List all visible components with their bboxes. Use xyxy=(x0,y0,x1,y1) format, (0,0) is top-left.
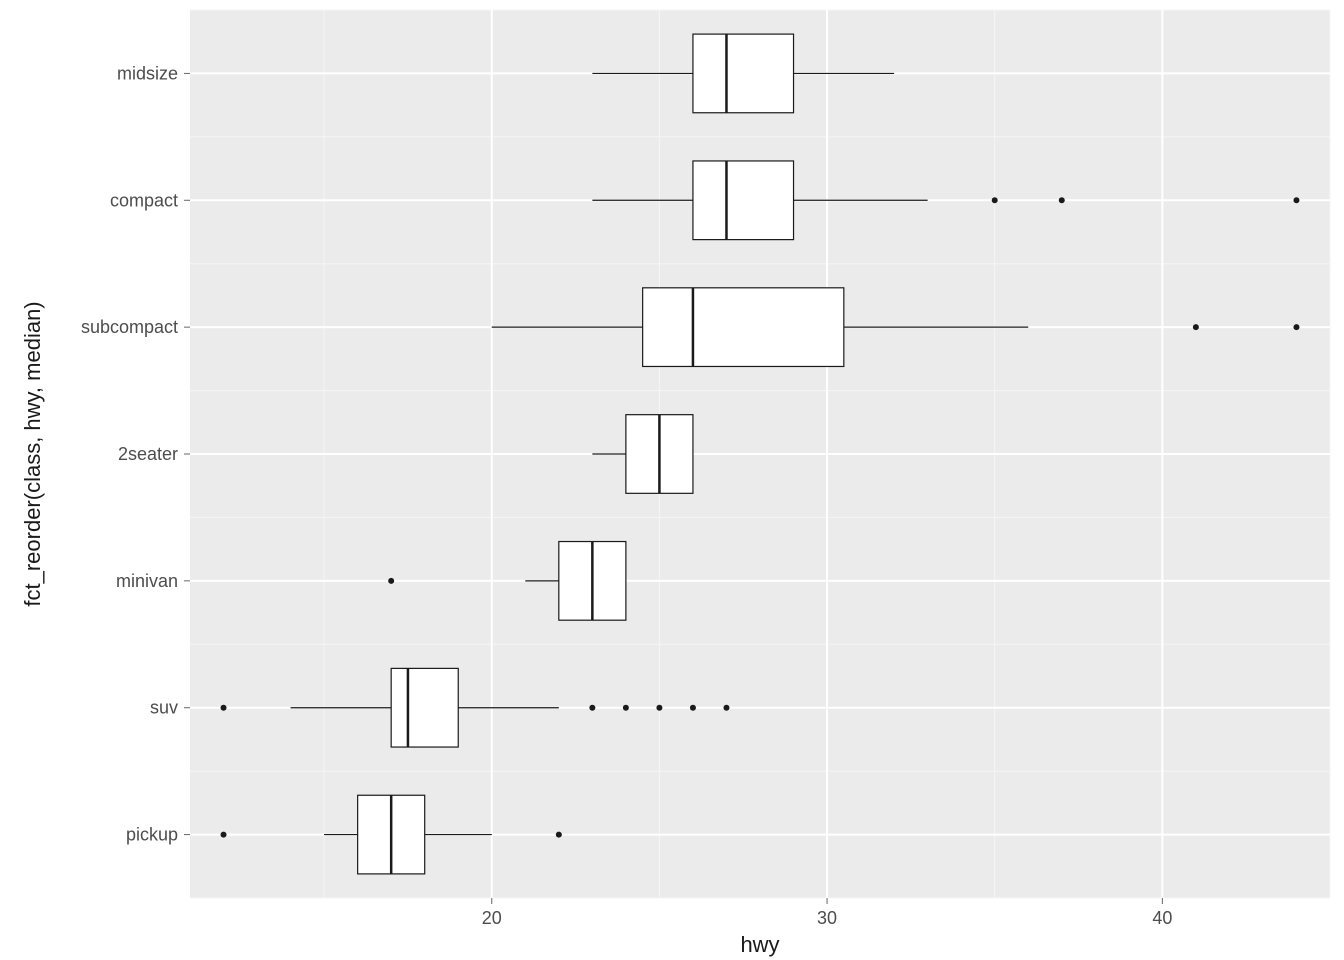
y-tick-label: pickup xyxy=(126,825,178,845)
box-midsize xyxy=(693,34,794,113)
x-tick-label: 30 xyxy=(817,908,837,928)
x-axis-title: hwy xyxy=(740,932,779,957)
outlier-suv xyxy=(221,705,227,711)
x-tick-label: 20 xyxy=(482,908,502,928)
outlier-suv xyxy=(723,705,729,711)
box-compact xyxy=(693,161,794,240)
outlier-pickup xyxy=(556,832,562,838)
outlier-compact xyxy=(1059,197,1065,203)
outlier-suv xyxy=(656,705,662,711)
y-tick-label: compact xyxy=(110,190,178,210)
box-suv xyxy=(391,668,458,747)
outlier-pickup xyxy=(221,832,227,838)
chart-svg: 20 30 40 midsize compact subcompact 2seater min… xyxy=(0,0,1344,960)
outlier-suv xyxy=(589,705,595,711)
y-tick-label: suv xyxy=(150,698,178,718)
y-tick-label: minivan xyxy=(116,571,178,591)
y-tick-label: midsize xyxy=(117,63,178,83)
y-tick-label: 2seater xyxy=(118,444,178,464)
outlier-minivan xyxy=(388,578,394,584)
x-tick-label: 40 xyxy=(1152,908,1172,928)
outlier-subcompact xyxy=(1193,324,1199,330)
outlier-suv xyxy=(690,705,696,711)
outlier-suv xyxy=(623,705,629,711)
outlier-subcompact xyxy=(1293,324,1299,330)
y-axis-title: fct_reorder(class, hwy, median) xyxy=(20,301,45,606)
box-subcompact xyxy=(643,288,844,367)
outlier-compact xyxy=(1293,197,1299,203)
outlier-compact xyxy=(992,197,998,203)
boxplot-chart: 20 30 40 midsize compact subcompact 2seater min… xyxy=(0,0,1344,960)
y-tick-label: subcompact xyxy=(81,317,178,337)
